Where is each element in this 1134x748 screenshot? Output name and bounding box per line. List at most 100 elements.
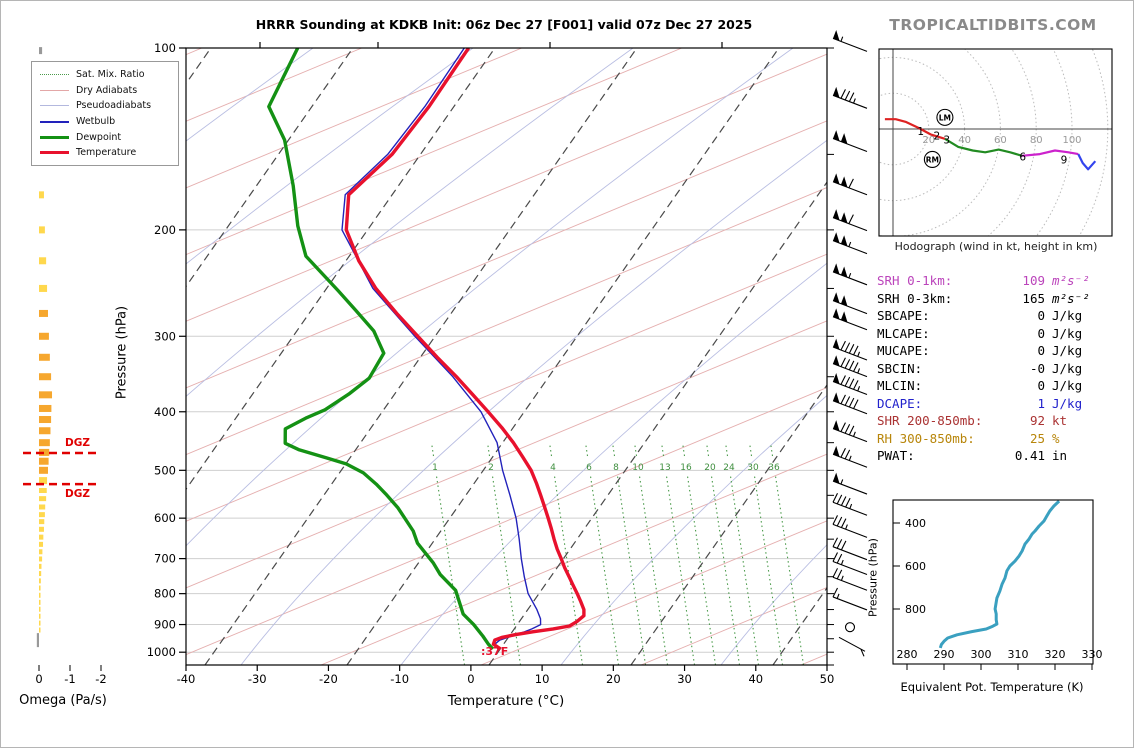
line-element — [725, 443, 729, 457]
line-element — [186, 253, 827, 522]
line-element — [848, 241, 852, 247]
pennant-50kt-icon — [840, 235, 848, 247]
omega-bar — [39, 353, 50, 361]
stat-row-mlcape: MLCAPE: 0 J/kg — [877, 325, 1111, 343]
rect-element — [185, 47, 828, 666]
text-element: 1000 — [147, 645, 176, 659]
stat-row-mlcin: MLCIN: 0 J/kg — [877, 377, 1111, 395]
pressure-axis-title: Pressure (hPa) — [114, 305, 130, 400]
text-element: 40 — [748, 672, 763, 686]
temperature-axis-title: Temperature (°C) — [447, 693, 565, 709]
thetae-panel: 280 290 300 310 320 330 400 600 800 — [892, 499, 1103, 670]
line-element — [186, 387, 827, 656]
line-element — [832, 493, 838, 503]
omega-bar — [39, 620, 41, 626]
omega-bar — [39, 599, 41, 605]
line-element — [832, 552, 838, 562]
legend: Sat. Mix. Ratio Dry Adiabats Pseudoadiab… — [31, 61, 179, 166]
stat-unit: J/kg — [1052, 308, 1083, 324]
pennant-50kt-icon — [840, 266, 848, 278]
path-element — [186, 48, 474, 265]
omega-bar — [39, 488, 47, 494]
dewpoint-curve — [267, 48, 495, 651]
line-element — [488, 181, 827, 665]
stat-unit: J/kg — [1052, 378, 1083, 394]
line-element — [186, 48, 354, 288]
line-element — [853, 380, 859, 390]
line-element — [832, 363, 868, 378]
text-element: 900 — [154, 618, 176, 632]
storm-motion-marker — [936, 108, 954, 126]
line-element — [346, 48, 780, 665]
omega-bar — [39, 477, 48, 485]
text-element: 40 — [958, 135, 971, 146]
surface-temp-annotation: :37F — [481, 645, 509, 658]
pennant-50kt-icon — [833, 263, 840, 275]
omega-bar — [39, 534, 44, 540]
line-element — [848, 344, 855, 354]
line-element — [860, 649, 865, 657]
text-element: 0 — [467, 672, 474, 686]
line-element — [480, 520, 827, 665]
line-element — [832, 181, 868, 196]
isotherm-dashed-lines — [186, 48, 827, 665]
stat-unit: J/kg — [1052, 360, 1083, 376]
line-element — [832, 37, 868, 52]
text-element: 80 — [1030, 135, 1043, 146]
text-element: 280 — [897, 648, 918, 661]
omega-bar — [39, 519, 45, 525]
pennant-50kt-icon — [833, 445, 840, 457]
line-element — [840, 518, 847, 528]
stats-panel: SRH 0-1km: 109 m²s⁻² SRH 0-3km: 165 m²s⁻² SB… — [877, 272, 1111, 465]
pennant-50kt-icon — [840, 133, 848, 145]
text-element: 36 — [768, 463, 780, 473]
line-element — [844, 396, 851, 406]
path-element — [186, 48, 634, 397]
pennant-50kt-icon — [833, 355, 840, 367]
stat-value: 25 — [1029, 430, 1045, 446]
hodograph-trace-9-12km — [1077, 153, 1097, 171]
pennant-50kt-icon — [833, 308, 840, 320]
legend-item: Sat. Mix. Ratio — [40, 67, 172, 83]
omega-bar — [39, 578, 41, 584]
path-element — [400, 262, 827, 665]
legend-item: Dewpoint — [40, 129, 172, 145]
storm-motion-label: RM — [926, 155, 939, 164]
hodograph-height-label: 1 — [917, 126, 924, 138]
stat-unit: kt — [1052, 413, 1068, 429]
text-element: 10 — [535, 672, 550, 686]
omega-bar — [39, 416, 52, 424]
stat-value: 0 — [1037, 325, 1045, 341]
pennant-50kt-icon — [833, 373, 840, 384]
skewt-axes: -40 -30 -20 -10 0 10 20 30 40 50 100 200 300 400 500 60… — [147, 41, 835, 686]
line-element — [832, 380, 868, 395]
text-element: 300 — [154, 329, 176, 343]
stat-label: SRH 0-3km: — [877, 290, 953, 306]
thetae-axis-title: Equivalent Pot. Temperature (K) — [900, 680, 1084, 694]
pennant-50kt-icon — [833, 292, 840, 304]
omega-bar — [39, 585, 41, 591]
stat-unit: in — [1052, 448, 1068, 464]
line-element — [832, 537, 838, 547]
text-element: 60 — [994, 135, 1007, 146]
stat-label: MLCAPE: — [877, 325, 930, 341]
line-element — [857, 386, 861, 392]
omega-bar — [39, 373, 52, 381]
line-element — [665, 475, 696, 665]
line-element — [832, 501, 868, 516]
omega-bar — [39, 526, 44, 532]
text-element: 600 — [905, 560, 926, 573]
calm-wind-icon — [844, 622, 856, 633]
line-element — [589, 475, 620, 665]
omega-bar — [39, 332, 49, 340]
omega-bar — [39, 191, 44, 199]
line-element — [832, 515, 838, 525]
line-element — [832, 576, 868, 591]
line-element — [857, 351, 861, 357]
line-element — [616, 475, 647, 665]
text-element: -1 — [64, 672, 75, 686]
stat-value: 165 — [1022, 290, 1045, 306]
legend-label: Temperature — [76, 147, 137, 159]
dgz-label-bottom: DGZ — [65, 488, 90, 500]
